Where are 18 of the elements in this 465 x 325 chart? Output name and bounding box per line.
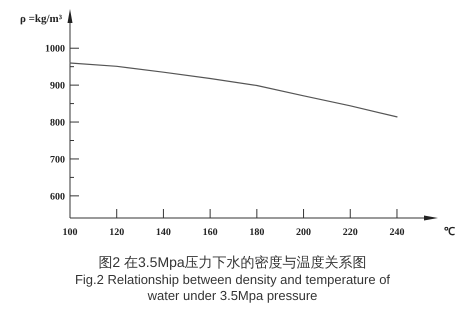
y-tick-label: 1000 xyxy=(45,44,65,55)
x-tick-label: 200 xyxy=(296,227,312,238)
y-tick-label: 900 xyxy=(50,80,65,92)
x-tick-label: 220 xyxy=(342,227,358,238)
x-tick-label: 100 xyxy=(62,227,78,238)
y-tick-label: 700 xyxy=(50,154,65,166)
x-tick-label: 160 xyxy=(202,227,218,238)
x-tick-label: 180 xyxy=(249,227,264,238)
y-tick-label: 800 xyxy=(50,118,65,129)
caption: 图2 在3.5Mpa压力下水的密度与温度关系图 xyxy=(97,254,368,270)
y-tick-label: 600 xyxy=(50,191,65,202)
x-tick-label: 240 xyxy=(389,227,404,238)
x-axis-title: ℃ xyxy=(444,226,455,238)
line-series xyxy=(69,62,398,118)
y-axis-title: ρ =kg/m³ xyxy=(20,13,63,25)
x-tick-label: 120 xyxy=(109,227,124,238)
x-tick-label: 140 xyxy=(156,227,171,238)
caption: Fig.2 Relationship between density and temperature of water under 3.5Mpa pressure xyxy=(74,272,392,304)
